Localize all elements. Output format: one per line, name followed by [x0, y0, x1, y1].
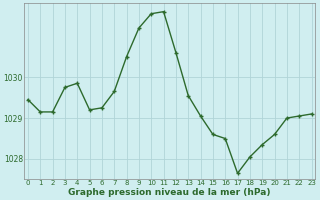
X-axis label: Graphe pression niveau de la mer (hPa): Graphe pression niveau de la mer (hPa) — [68, 188, 271, 197]
